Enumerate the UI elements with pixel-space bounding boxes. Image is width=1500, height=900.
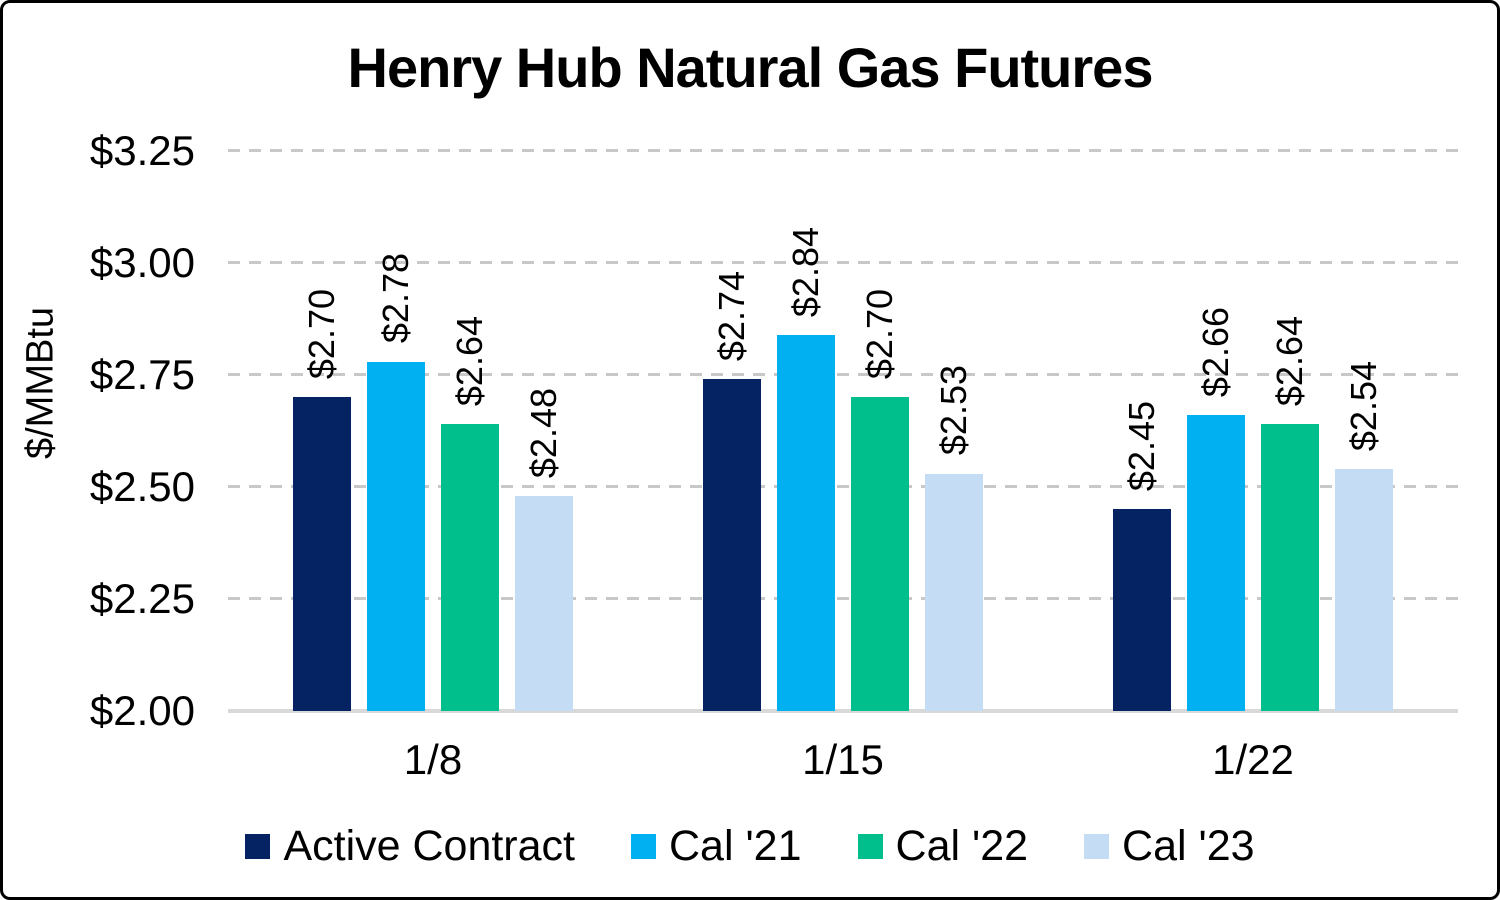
- bar: [777, 334, 835, 711]
- x-tick-label: 1/8: [403, 736, 463, 783]
- bar: [367, 361, 425, 711]
- bar-group-1/15-cal-22: $2.70: [851, 289, 909, 711]
- bar-group-1/22-cal-22: $2.64: [1261, 316, 1319, 711]
- gridline: [228, 373, 1458, 376]
- bar-group-1/8-cal-22: $2.64: [441, 316, 499, 711]
- bar: [1113, 509, 1171, 711]
- bar-group-1/22-active-contract: $2.45: [1113, 401, 1171, 711]
- bar-value-label: $2.64: [1269, 316, 1310, 407]
- x-axis-line: [228, 709, 1458, 713]
- bar-value-label: $2.45: [1121, 401, 1162, 492]
- bar: [441, 424, 499, 711]
- bar-value-label: $2.84: [785, 226, 826, 317]
- gridline: [228, 597, 1458, 600]
- legend-swatch-icon: [857, 833, 883, 859]
- legend-label: Cal '23: [1122, 821, 1255, 870]
- bar-group-1/15-cal-21: $2.84: [777, 227, 835, 711]
- plot-area: $2.70 $2.78 $2.64 $2.48 $2.74 $2.84 $2.70 $2.53…: [228, 149, 1458, 713]
- y-tick-label: $2.50: [89, 463, 195, 510]
- legend-item-cal-23: Cal '23: [1084, 822, 1255, 871]
- legend-item-cal-22: Cal '22: [857, 821, 1029, 871]
- chart-title: Henry Hub Natural Gas Futures: [347, 36, 1154, 99]
- bar-group-1/22-cal-23: $2.54: [1335, 361, 1393, 711]
- bar: [1187, 415, 1245, 711]
- x-tick-label: 1/22: [1212, 736, 1294, 783]
- bar: [1335, 469, 1393, 711]
- legend-item-cal-21: Cal '21: [631, 822, 802, 871]
- legend-swatch-icon: [631, 833, 656, 859]
- bar-group-1/8-active-contract: $2.70: [293, 289, 351, 711]
- y-tick-label: $2.25: [89, 575, 195, 622]
- bar-value-label: $2.48: [523, 387, 564, 478]
- bar: [515, 495, 573, 711]
- bar-value-label: $2.64: [449, 316, 490, 407]
- bar-value-label: $2.70: [859, 289, 900, 380]
- x-tick-label: 1/15: [802, 736, 884, 783]
- bar-group-1/15-cal-23: $2.53: [925, 365, 983, 711]
- bar: [925, 473, 983, 711]
- bar-value-label: $2.66: [1195, 307, 1236, 398]
- bar-value-label: $2.74: [711, 271, 752, 362]
- bar-group-1/8-cal-21: $2.78: [367, 253, 425, 711]
- legend-swatch-icon: [1084, 833, 1110, 859]
- legend-label: Active Contract: [283, 821, 575, 870]
- legend-label: Cal '22: [895, 821, 1029, 870]
- bar-value-label: $2.78: [375, 253, 416, 344]
- bar: [293, 397, 351, 711]
- bar-value-label: $2.70: [301, 289, 342, 380]
- y-tick-label: $3.25: [89, 127, 195, 174]
- gridline: [228, 149, 1458, 152]
- legend: Active Contract Cal '21 Cal '22 Cal '23: [3, 819, 1497, 873]
- legend-label: Cal '21: [669, 821, 802, 870]
- bar-group-1/8-cal-23: $2.48: [515, 388, 573, 711]
- bar-group-1/22-cal-21: $2.66: [1187, 307, 1245, 711]
- y-tick-label: $3.00: [89, 239, 195, 286]
- y-tick-label: $2.00: [89, 687, 195, 734]
- gridline: [228, 485, 1458, 488]
- bar-group-1/15-active-contract: $2.74: [703, 271, 761, 711]
- legend-swatch-icon: [245, 833, 271, 859]
- legend-item-active-contract: Active Contract: [245, 822, 575, 871]
- gridline: [228, 261, 1458, 264]
- bar-value-label: $2.53: [933, 365, 974, 456]
- bar-value-label: $2.54: [1343, 361, 1384, 452]
- y-tick-label: $2.75: [89, 351, 195, 398]
- bar: [851, 397, 909, 711]
- bar: [1261, 424, 1319, 711]
- bar: [703, 379, 761, 711]
